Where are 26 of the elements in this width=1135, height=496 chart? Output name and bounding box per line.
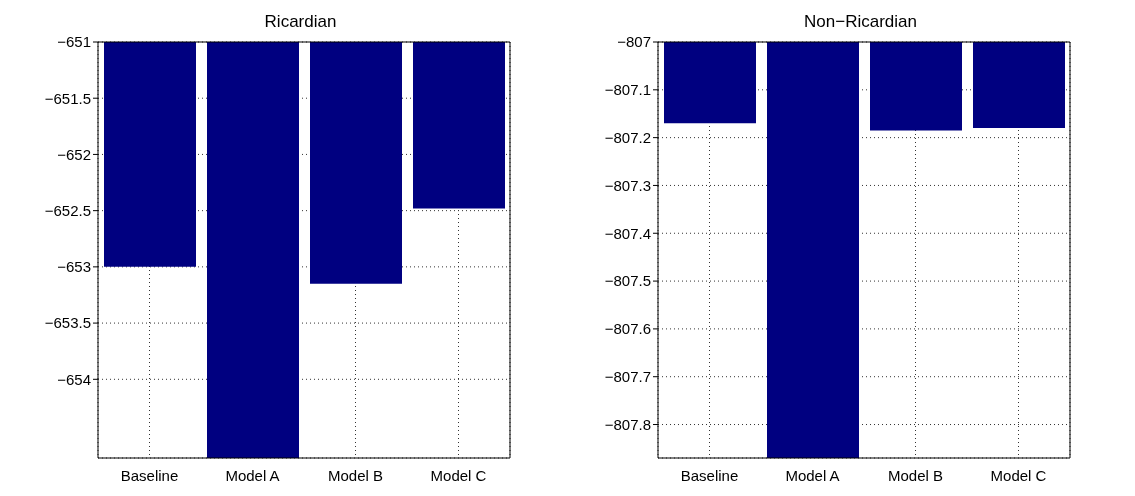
y-tick-label: −807.2 <box>604 128 651 146</box>
y-tick-label: −807.1 <box>604 81 651 99</box>
x-tick-label: Model C <box>990 466 1047 484</box>
y-tick-label: −807.4 <box>604 224 651 242</box>
x-tick-label: Model A <box>225 466 280 484</box>
y-tick-label: −651.5 <box>44 89 91 107</box>
y-tick-label: −653.5 <box>44 314 91 332</box>
y-tick-label: −653 <box>57 258 91 276</box>
y-tick-label: −652 <box>57 145 91 163</box>
y-tick-label: −807.6 <box>604 320 651 338</box>
y-tick-label: −652.5 <box>44 201 91 219</box>
x-tick-label: Baseline <box>680 466 739 484</box>
y-tick-label: −654 <box>57 370 91 388</box>
x-tick-label: Model B <box>327 466 384 484</box>
y-tick-label: −807.3 <box>604 176 651 194</box>
chart-title: Ricardian <box>263 12 338 32</box>
x-tick-label: Baseline <box>120 466 179 484</box>
x-tick-label: Model C <box>430 466 487 484</box>
y-tick-label: −807.7 <box>604 368 651 386</box>
chart-title: Non−Ricardian <box>803 12 918 32</box>
x-tick-label: Model B <box>887 466 944 484</box>
y-tick-label: −807 <box>617 33 651 51</box>
y-tick-label: −651 <box>57 33 91 51</box>
x-tick-label: Model A <box>785 466 840 484</box>
y-tick-label: −807.8 <box>604 415 651 433</box>
y-tick-label: −807.5 <box>604 272 651 290</box>
